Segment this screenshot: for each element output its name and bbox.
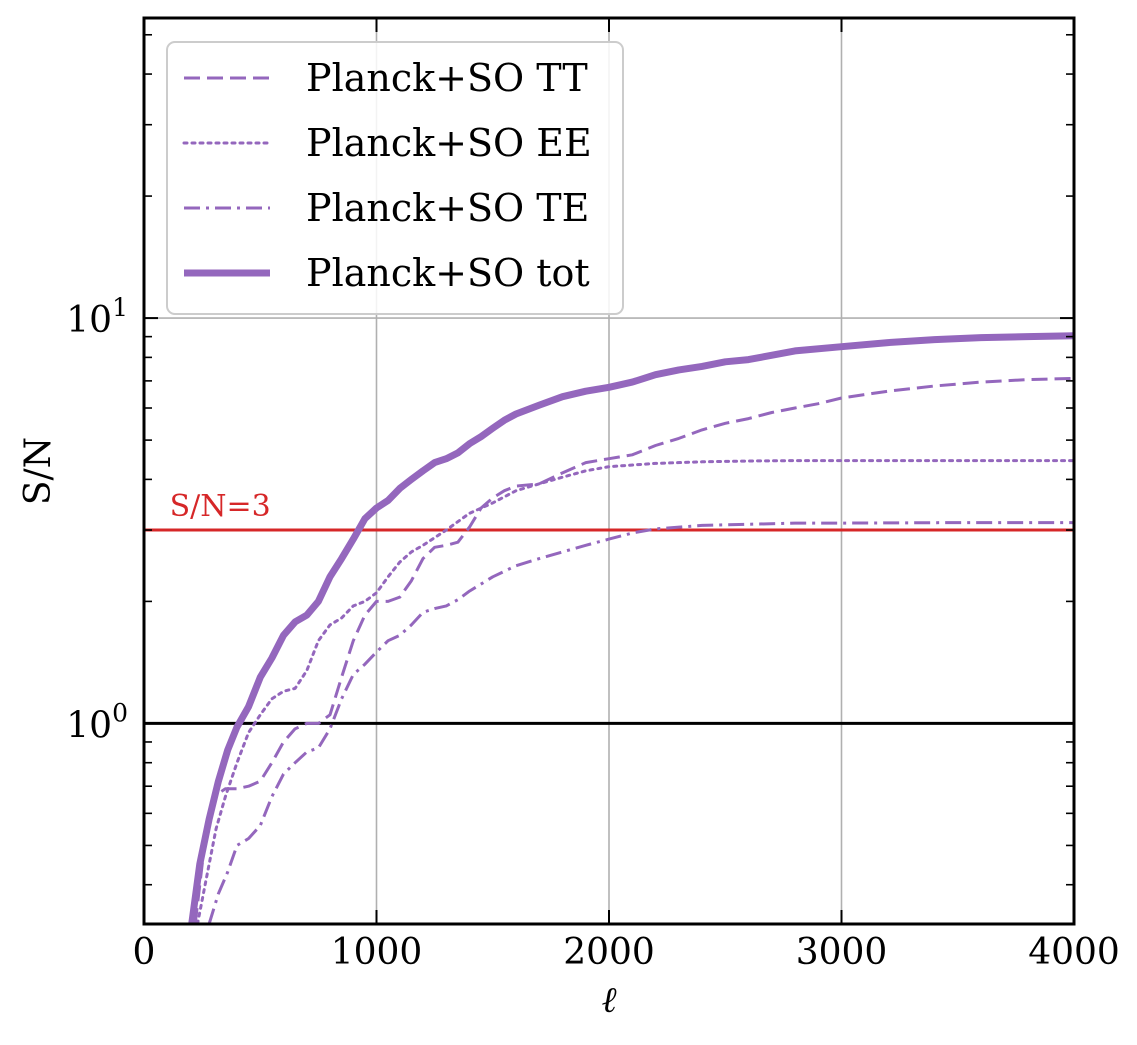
legend-label: Planck+SO tot [306, 251, 590, 295]
series-line-dotted [196, 459, 1074, 924]
x-tick-label: 2000 [563, 932, 655, 973]
legend: Planck+SO TT Planck+SO EE Planck+SO TE Plan… [166, 41, 624, 315]
x-tick-label: 4000 [1028, 932, 1120, 973]
y-axis-label: S/N [18, 437, 59, 505]
x-tick-label: 1000 [331, 932, 423, 973]
x-tick-label: 0 [133, 932, 156, 973]
threshold-annotation: S/N=3 [170, 489, 271, 524]
horizontal-reference-lines [144, 528, 1074, 725]
legend-box [166, 41, 624, 315]
series-line-dashdot [207, 521, 1074, 924]
series-lines [188, 332, 1074, 924]
plot-frame [142, 16, 1076, 926]
legend-label: Planck+SO EE [306, 121, 592, 165]
tick-labels: 0 1000 2000 3000 4000 100 101 [66, 293, 1120, 973]
y-tick-label: 101 [66, 293, 128, 341]
legend-label: Planck+SO TT [306, 56, 588, 100]
legend-label: Planck+SO TE [306, 186, 589, 230]
series-line-solid-thick [188, 332, 1074, 924]
y-tick-label: 100 [66, 698, 128, 746]
x-tick-label: 3000 [796, 932, 888, 973]
x-axis-label: ℓ [602, 980, 617, 1021]
series-line-dashed [193, 376, 1074, 924]
